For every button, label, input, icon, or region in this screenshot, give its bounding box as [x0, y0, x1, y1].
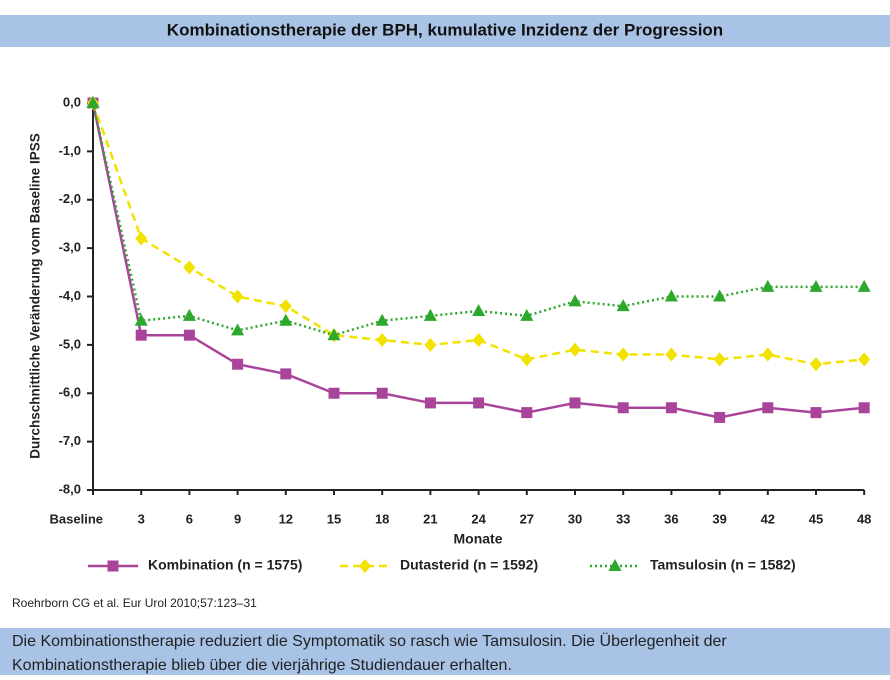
point: [135, 231, 148, 246]
x-tick-label: 24: [471, 511, 486, 526]
x-tick-label: 21: [423, 511, 437, 526]
point: [762, 402, 774, 414]
point: [279, 299, 292, 314]
point: [714, 411, 726, 423]
point: [810, 357, 822, 372]
legend-label: Tamsulosin (n = 1582): [650, 557, 796, 573]
point: [375, 313, 389, 326]
point: [858, 402, 870, 414]
point: [472, 333, 485, 348]
point: [616, 299, 630, 312]
point: [327, 328, 341, 341]
point: [858, 352, 871, 367]
point: [135, 329, 147, 341]
x-tick-label: 36: [664, 511, 678, 526]
point: [231, 289, 244, 304]
x-tick-label: 9: [234, 511, 241, 526]
point: [231, 323, 245, 336]
x-tick-label: 15: [327, 511, 341, 526]
point: [857, 279, 871, 292]
y-tick-label: -5,0: [59, 336, 81, 351]
point: [328, 387, 340, 399]
point: [713, 352, 726, 367]
x-tick-label: 12: [279, 511, 293, 526]
point: [810, 407, 822, 419]
point: [423, 308, 437, 321]
caption-line: Die Kombinationstherapie reduziert die S…: [12, 632, 727, 650]
y-tick-label: -7,0: [59, 433, 81, 448]
point: [569, 397, 581, 409]
x-tick-label: 33: [616, 511, 630, 526]
point: [424, 397, 436, 409]
x-tick-label: 18: [375, 511, 389, 526]
point: [472, 304, 486, 317]
point: [761, 347, 774, 362]
x-tick-label: Baseline: [50, 511, 103, 526]
point: [280, 368, 292, 380]
y-tick-label: 0,0: [63, 94, 81, 109]
point: [521, 407, 533, 419]
x-axis-label: Monate: [454, 531, 503, 547]
x-tick-label: 42: [761, 511, 775, 526]
legend-marker: [107, 560, 119, 572]
x-tick-label: 27: [520, 511, 534, 526]
chart-title: Kombinationstherapie der BPH, kumulative…: [167, 20, 723, 39]
legend-label: Kombination (n = 1575): [148, 557, 302, 573]
x-tick-label: 45: [809, 511, 823, 526]
y-tick-label: -2,0: [59, 191, 81, 206]
series-line: [91, 102, 865, 419]
y-tick-label: -6,0: [59, 385, 81, 400]
x-tick-label: 39: [712, 511, 726, 526]
title-band: [0, 15, 890, 47]
legend-label: Dutasterid (n = 1592): [400, 557, 538, 573]
x-tick-label: 6: [186, 511, 193, 526]
series-line: [91, 102, 865, 366]
point: [183, 260, 196, 275]
caption-band: [0, 628, 890, 675]
x-tick-label: 3: [138, 511, 145, 526]
point: [713, 289, 727, 302]
point: [568, 294, 582, 307]
point: [183, 329, 195, 341]
y-tick-label: -8,0: [59, 481, 81, 496]
citation: Roehrborn CG et al. Eur Urol 2010;57:123…: [12, 596, 257, 610]
caption-line: Kombinationstherapie blieb über die vier…: [12, 657, 512, 674]
point: [617, 402, 629, 414]
y-tick-label: -1,0: [59, 143, 81, 158]
legend-marker: [359, 559, 371, 573]
point: [809, 279, 823, 292]
point: [134, 313, 148, 326]
point: [424, 337, 437, 352]
point: [86, 96, 100, 108]
y-axis-label: Durchschnittliche Veränderung vom Baseli…: [28, 133, 43, 459]
point: [569, 342, 581, 357]
x-tick-label: 30: [568, 511, 582, 526]
y-tick-label: -4,0: [59, 288, 81, 303]
point: [182, 308, 196, 321]
point: [665, 402, 677, 414]
point: [761, 279, 775, 292]
point: [520, 352, 533, 367]
point: [473, 397, 485, 409]
point: [664, 289, 678, 302]
point: [665, 347, 678, 362]
y-tick-label: -3,0: [59, 240, 81, 255]
series-line: [91, 102, 865, 337]
point: [232, 358, 244, 370]
point: [617, 347, 630, 362]
legend-marker: [608, 559, 622, 571]
point: [520, 308, 534, 321]
point: [376, 333, 389, 348]
point: [376, 387, 388, 399]
point: [279, 313, 293, 326]
x-tick-label: 48: [857, 511, 871, 526]
